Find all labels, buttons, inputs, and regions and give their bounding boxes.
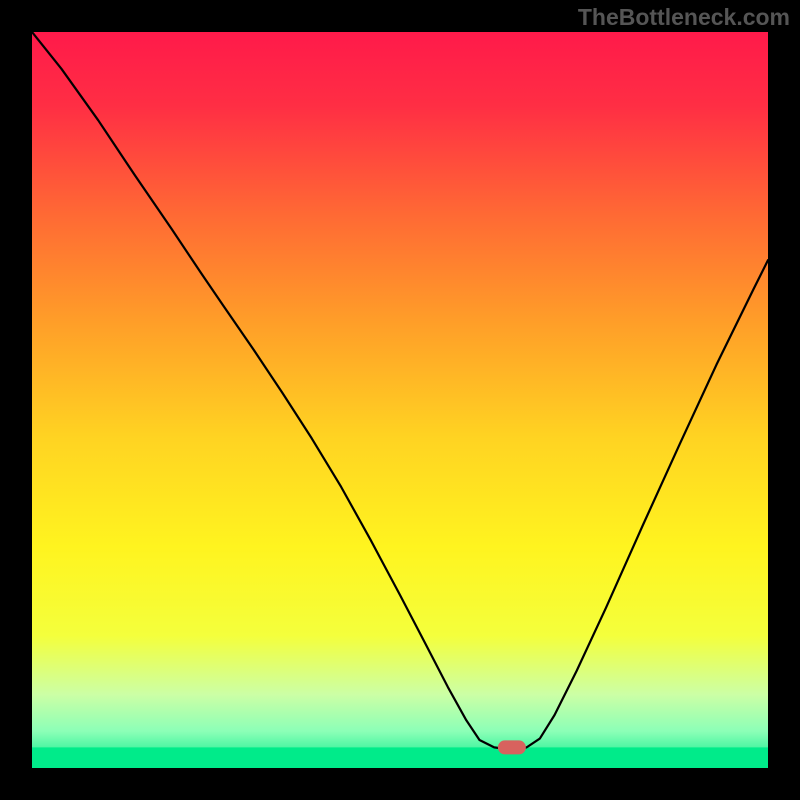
canvas: TheBottleneck.com	[0, 0, 800, 800]
optimal-marker	[498, 740, 526, 754]
green-band	[32, 747, 768, 768]
plot-area	[32, 32, 768, 768]
gradient-background	[32, 32, 768, 768]
attribution-label: TheBottleneck.com	[578, 4, 790, 31]
chart-svg	[32, 32, 768, 768]
